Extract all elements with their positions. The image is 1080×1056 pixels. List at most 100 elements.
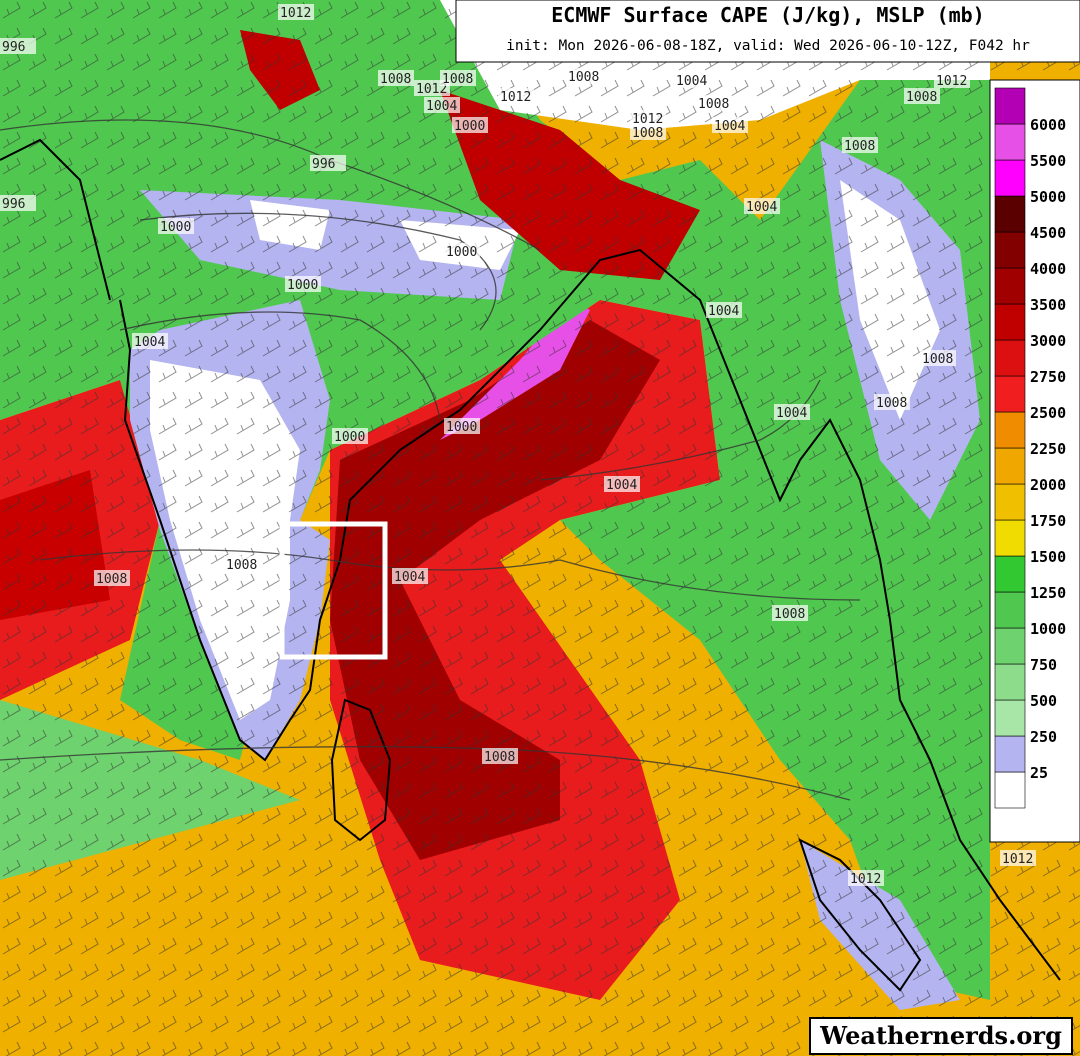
color-swatch — [994, 591, 1026, 629]
isobar-label-bg — [1000, 850, 1036, 866]
colorbar: 25 250 500 750 1000 1250 1500 1750 2000 2250 2500 2… — [989, 79, 1080, 843]
isobar-label: 1008 — [906, 90, 937, 105]
isobar-label-bg — [424, 97, 460, 113]
isobar-label-bg — [774, 404, 810, 420]
legend-label: 2500 — [1030, 404, 1066, 422]
isobar-label: 1012 — [500, 90, 531, 105]
color-swatch — [994, 303, 1026, 341]
color-swatch — [994, 699, 1026, 737]
isobar-label-bg — [696, 95, 732, 111]
isobar-label-bg — [920, 350, 956, 366]
isobar-label: 1012 — [850, 872, 881, 887]
legend-label: 3500 — [1030, 296, 1066, 314]
color-swatch — [994, 123, 1026, 161]
color-swatch — [994, 771, 1026, 809]
isobar-label: 1004 — [776, 406, 807, 421]
isobar-label: 1004 — [708, 304, 739, 319]
isobar-label: 1000 — [446, 245, 477, 260]
legend-label: 2000 — [1030, 476, 1066, 494]
isobar-label: 1004 — [394, 570, 425, 585]
isobar-label-bg — [772, 605, 808, 621]
color-swatch — [994, 663, 1026, 701]
color-swatch — [994, 627, 1026, 665]
watermark: Weathernerds.org — [819, 1021, 1062, 1050]
isobar-label: 1008 — [922, 352, 953, 367]
isobar-label: 1000 — [446, 420, 477, 435]
isobar-label-bg — [224, 556, 260, 572]
isobar-label-bg — [440, 70, 476, 86]
legend-label: 4500 — [1030, 224, 1066, 242]
isobar-label-bg — [0, 38, 36, 54]
isobar-label: 1012 — [632, 112, 663, 127]
isobar-label-bg — [934, 72, 970, 88]
isobar-label: 1004 — [746, 200, 777, 215]
isobar-label-bg — [444, 243, 480, 259]
isobar-label-bg — [674, 72, 710, 88]
color-swatch — [994, 195, 1026, 233]
isobar-label-bg — [444, 418, 480, 434]
isobar-label: 1008 — [96, 572, 127, 587]
isobar-label: 1008 — [876, 396, 907, 411]
subtitle: init: Mon 2026-06-08-18Z, valid: Wed 202… — [506, 38, 1030, 54]
isobar-label: 1008 — [632, 126, 663, 141]
isobar-label: 1012 — [280, 6, 311, 21]
isobar-label: 1000 — [334, 430, 365, 445]
color-swatch — [994, 555, 1026, 593]
isobar-label-bg — [158, 218, 194, 234]
isobar-label-bg — [874, 394, 910, 410]
isobar-label: 1008 — [380, 72, 411, 87]
isobar-label-bg — [482, 748, 518, 764]
title: ECMWF Surface CAPE (J/kg), MSLP (mb) — [551, 3, 984, 27]
color-swatch — [994, 267, 1026, 305]
isobar-label: 996 — [2, 40, 25, 55]
isobar-label: 1008 — [844, 139, 875, 154]
isobar-label-bg — [285, 276, 321, 292]
isobar-label: 1008 — [484, 750, 515, 765]
isobar-label-bg — [392, 568, 428, 584]
isobar-label-bg — [278, 4, 314, 20]
isobar-label: 996 — [312, 157, 335, 172]
isobar-label-bg — [744, 198, 780, 214]
isobar-label: 1012 — [416, 82, 447, 97]
color-swatch — [994, 375, 1026, 413]
highlight-box — [279, 521, 388, 660]
isobar-label-bg — [706, 302, 742, 318]
isobar-labels: 9961012100810121008100410001012996996100… — [0, 4, 1036, 887]
isobar-label-bg — [378, 70, 414, 86]
legend-label: 6000 — [1030, 116, 1066, 134]
isobar-label: 1008 — [226, 558, 257, 573]
color-swatch — [994, 411, 1026, 449]
legend-label: 25 — [1030, 764, 1048, 782]
legend-label: 5500 — [1030, 152, 1066, 170]
coastlines — [0, 138, 1061, 992]
isobar-label: 1004 — [714, 119, 745, 134]
isobar-label-bg — [310, 155, 346, 171]
isobar-label-bg — [332, 428, 368, 444]
legend-label: 1250 — [1030, 584, 1066, 602]
isobar-label-bg — [904, 88, 940, 104]
legend-label: 5000 — [1030, 188, 1066, 206]
isobar-label-bg — [0, 195, 36, 211]
color-swatch — [994, 447, 1026, 485]
isobar-label: 1004 — [676, 74, 707, 89]
isobar-label: 1012 — [1002, 852, 1033, 867]
color-swatch — [994, 159, 1026, 197]
isobar-label-bg — [630, 110, 666, 126]
legend-label: 250 — [1030, 728, 1057, 746]
color-swatch — [994, 231, 1026, 269]
isobar-label-bg — [132, 333, 168, 349]
isobar-label-bg — [842, 137, 878, 153]
legend-label: 1750 — [1030, 512, 1066, 530]
isobar-label: 1008 — [568, 70, 599, 85]
isobar-label-bg — [452, 117, 488, 133]
legend-label: 1000 — [1030, 620, 1066, 638]
isobar-label-bg — [712, 117, 748, 133]
color-swatch — [994, 339, 1026, 377]
legend-label: 2250 — [1030, 440, 1066, 458]
isobar-label: 1004 — [134, 335, 165, 350]
isobar-label: 1008 — [442, 72, 473, 87]
legend-label: 1500 — [1030, 548, 1066, 566]
color-swatch — [994, 519, 1026, 557]
color-swatch — [994, 483, 1026, 521]
